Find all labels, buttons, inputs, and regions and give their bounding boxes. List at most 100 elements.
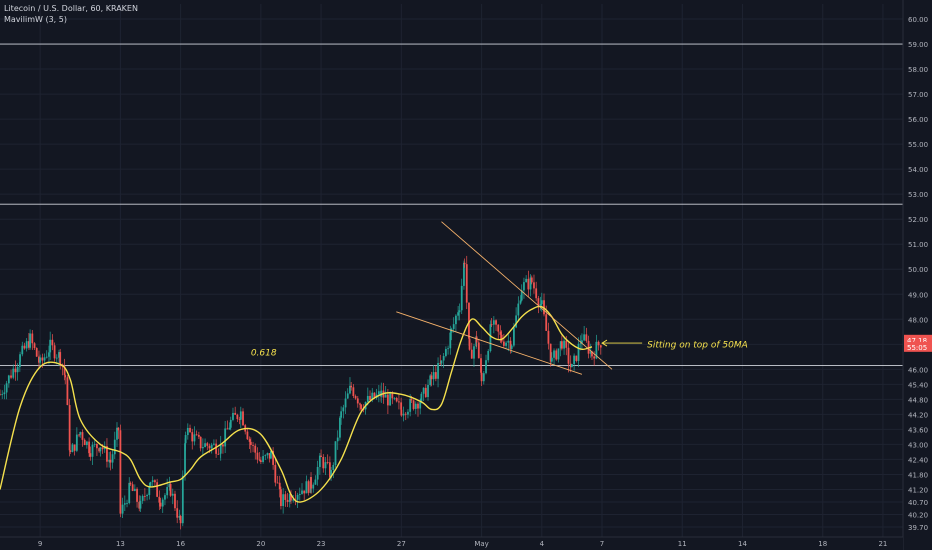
candle-body [350, 385, 353, 388]
candle-body [339, 417, 341, 438]
chart-header: Litecoin / U.S. Dollar, 60, KRAKEN Mavil… [4, 3, 138, 25]
candle-body [29, 333, 31, 348]
candle-body [85, 441, 88, 446]
candle-body [332, 464, 335, 470]
candle-body [75, 434, 78, 451]
candle-body [515, 315, 518, 328]
price-tick-label: 46.00 [908, 366, 928, 374]
candle-body [234, 412, 237, 415]
candle-body [482, 373, 485, 382]
candle-body [326, 462, 329, 463]
candle-body [398, 401, 400, 403]
candle-body [465, 264, 468, 303]
time-axis[interactable]: 9 13 16 20 23 27 May 4 7 11 14 18 21 [0, 536, 903, 550]
candle-body [226, 428, 229, 430]
candle-body [393, 397, 396, 399]
candle-body [117, 427, 120, 431]
candle-body [571, 364, 573, 368]
trendlines [396, 221, 613, 375]
candle-body [444, 348, 447, 356]
candle-body [354, 395, 357, 399]
candle-body [573, 355, 576, 365]
candle-body [45, 356, 48, 358]
candle-body [395, 397, 398, 402]
candle-body [305, 481, 308, 494]
candle-body [246, 431, 249, 440]
candle-body [290, 494, 292, 501]
candle-body [449, 332, 452, 349]
price-tick-label: 41.80 [908, 471, 928, 479]
candle-body [64, 375, 67, 378]
candle-body [560, 341, 563, 349]
candle-body [43, 357, 46, 361]
candle-body [384, 394, 387, 398]
candle-body [0, 394, 1, 396]
candle-body [553, 350, 555, 358]
price-axis[interactable]: 60.00 59.00 58.00 57.00 56.00 55.00 54.00 53.00… [902, 0, 932, 550]
candle-body [189, 427, 191, 433]
candle-body [597, 341, 600, 346]
candle-body [93, 443, 96, 445]
candle-body [66, 377, 69, 406]
candle-body [141, 495, 144, 501]
annotation-text: Sitting on top of 50MA [647, 340, 748, 350]
candle-body [527, 278, 530, 290]
time-tick-label: 18 [818, 540, 827, 548]
candle-body [391, 393, 394, 399]
candle-body [5, 383, 8, 393]
candle-body [121, 504, 124, 514]
indicator-label[interactable]: MavilimW (3, 5) [4, 15, 67, 24]
symbol-title[interactable]: Litecoin / U.S. Dollar, 60, KRAKEN [4, 4, 138, 13]
candle-body [272, 451, 275, 465]
price-tick-label: 39.70 [908, 524, 928, 532]
candle-body [458, 310, 461, 313]
candle-body [301, 490, 303, 494]
candle-body [439, 362, 442, 364]
price-tick-label: 48.00 [908, 316, 928, 324]
candle-body [581, 340, 583, 343]
candle-body [429, 375, 432, 385]
candle-body [49, 339, 52, 353]
candle-body [16, 367, 19, 373]
candle-body [266, 453, 269, 456]
candle-body [513, 327, 515, 346]
candle-body [386, 394, 389, 406]
candle-body [437, 362, 439, 379]
candle-body [108, 459, 111, 462]
candle-body [51, 339, 54, 346]
candle-body [254, 445, 257, 453]
candle-body [334, 441, 337, 465]
candle-body [545, 314, 548, 331]
candle-body [215, 443, 218, 454]
candle-body [83, 439, 86, 446]
candle-body [171, 493, 174, 496]
candle-body [352, 387, 355, 396]
price-axis-bg [903, 0, 932, 550]
price-label-bg [904, 334, 932, 345]
candle-body [460, 285, 463, 311]
candle-body [136, 488, 138, 502]
candle-body [169, 483, 172, 496]
candle-body [559, 341, 562, 349]
candle-body [410, 398, 413, 401]
candle-body [259, 460, 262, 462]
candle-body [575, 355, 578, 361]
candle-body [91, 444, 94, 457]
time-tick-label: 27 [397, 540, 406, 548]
candle-body [589, 351, 592, 354]
candle-body [523, 282, 525, 291]
candle-body [336, 437, 339, 442]
candle-body [500, 334, 503, 342]
candle-body [236, 414, 239, 420]
price-tick-label: 43.60 [908, 426, 928, 434]
candle-body [470, 349, 473, 359]
candle-body [27, 341, 30, 348]
candle-body [577, 343, 580, 361]
price-tick-label: 49.00 [908, 291, 928, 299]
candle-body [81, 432, 84, 440]
candle-body [457, 312, 460, 316]
candle-body [463, 262, 466, 265]
candle-body [276, 482, 279, 484]
time-tick-label: May [474, 540, 488, 548]
